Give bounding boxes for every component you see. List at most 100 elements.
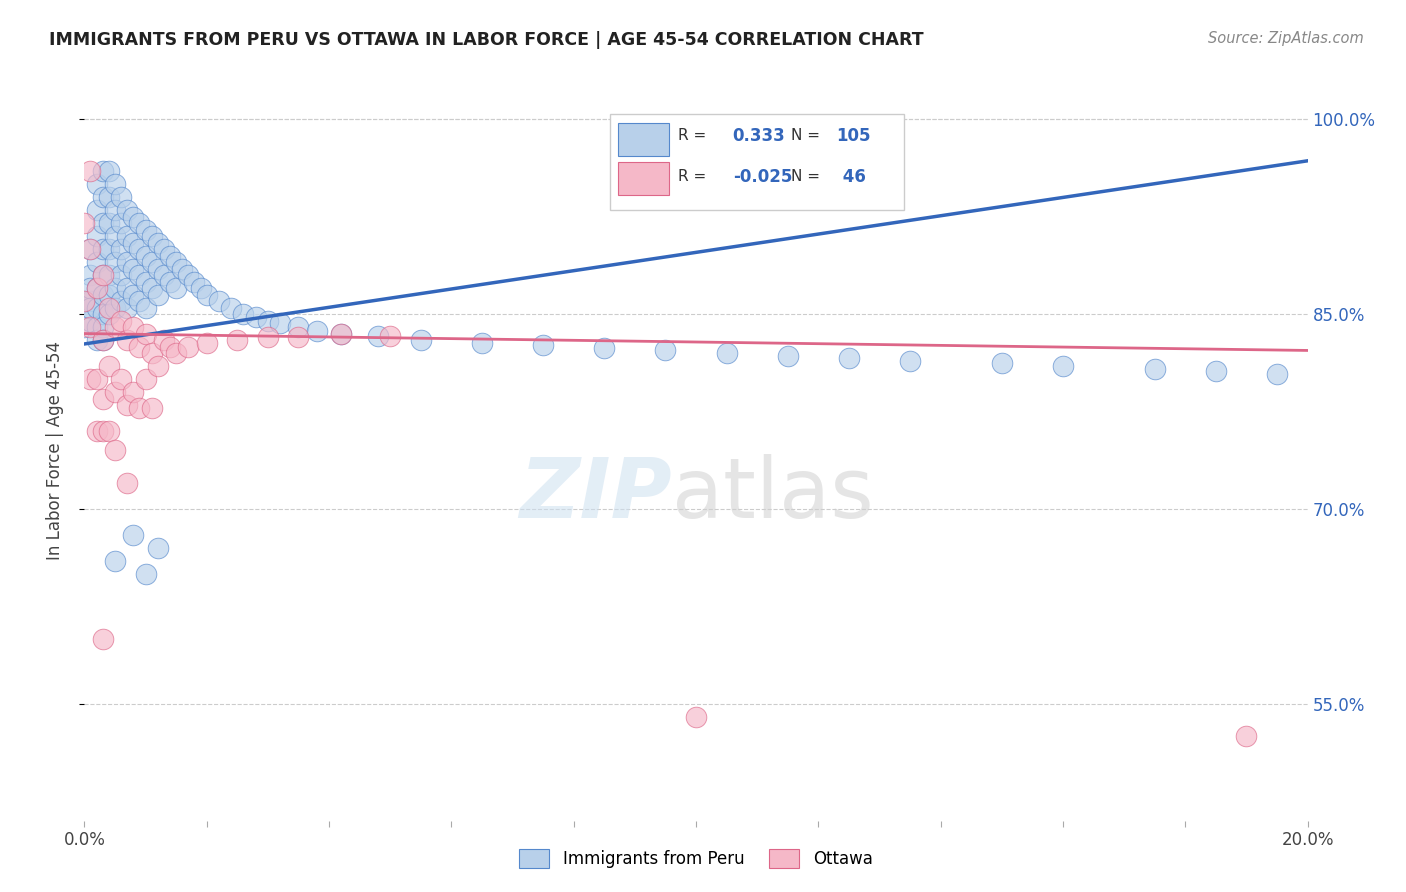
Point [115,255,138,269]
Point [177,268,200,282]
Point [153,333,176,347]
Point [330,326,353,341]
Point [146,541,169,555]
Point [91,268,114,282]
Point [86,255,108,269]
Point [104,443,127,458]
Point [91,392,114,406]
Point [91,333,114,347]
Point [91,164,114,178]
Point [380,329,402,343]
Point [685,710,707,724]
Point [86,333,108,347]
Point [135,249,157,263]
Point [79,242,101,256]
Point [135,222,157,236]
Point [269,316,291,330]
Point [86,229,108,244]
Point [97,287,120,301]
Point [153,268,176,282]
Point [195,335,218,350]
Point [991,356,1014,370]
Point [110,372,132,386]
Point [86,281,108,295]
Point [97,307,120,321]
Point [97,424,120,438]
Point [226,333,249,347]
Point [115,203,138,218]
Point [1052,359,1074,373]
Point [165,255,187,269]
Point [195,287,218,301]
Point [97,164,120,178]
Text: R =: R = [678,169,706,184]
Point [146,359,169,373]
Point [115,301,138,315]
Point [97,242,120,256]
Point [91,307,114,321]
Point [141,229,163,244]
Point [91,333,114,347]
Point [91,242,114,256]
Point [110,294,132,309]
Point [716,346,738,360]
Point [110,190,132,204]
Point [838,351,860,366]
Point [128,340,150,354]
Text: atlas: atlas [672,454,873,535]
Point [97,216,120,230]
Point [367,329,389,343]
Point [190,281,212,295]
Text: -0.025: -0.025 [733,168,792,186]
Point [86,177,108,191]
Point [141,346,163,360]
Point [91,632,114,646]
Point [146,235,169,250]
Point [86,281,108,295]
Point [135,566,157,581]
Point [115,333,138,347]
Text: N =: N = [792,169,820,184]
Point [177,340,200,354]
Point [115,475,138,490]
FancyBboxPatch shape [617,162,669,195]
Point [122,287,145,301]
Point [104,384,127,399]
Point [141,401,163,415]
Point [97,301,120,315]
Point [79,281,101,295]
Point [86,372,108,386]
Point [1236,729,1258,743]
Point [91,320,114,334]
Point [128,294,150,309]
Point [146,287,169,301]
Point [79,164,101,178]
Point [135,326,157,341]
Point [115,229,138,244]
Point [287,320,309,334]
Point [79,372,101,386]
Point [79,301,101,315]
Point [110,242,132,256]
Point [135,372,157,386]
Point [79,320,101,334]
Point [79,242,101,256]
Point [128,268,150,282]
Legend: Immigrants from Peru, Ottawa: Immigrants from Peru, Ottawa [519,848,873,868]
Point [110,268,132,282]
Point [141,255,163,269]
Point [122,261,145,276]
Point [208,294,231,309]
Point [104,554,127,568]
Point [73,320,96,334]
Point [79,313,101,327]
Point [104,320,127,334]
Point [91,268,114,282]
Y-axis label: In Labor Force | Age 45-54: In Labor Force | Age 45-54 [45,341,63,560]
Point [287,330,309,344]
Point [91,287,114,301]
Point [110,313,132,327]
Point [305,324,328,338]
Point [110,216,132,230]
Point [159,340,181,354]
